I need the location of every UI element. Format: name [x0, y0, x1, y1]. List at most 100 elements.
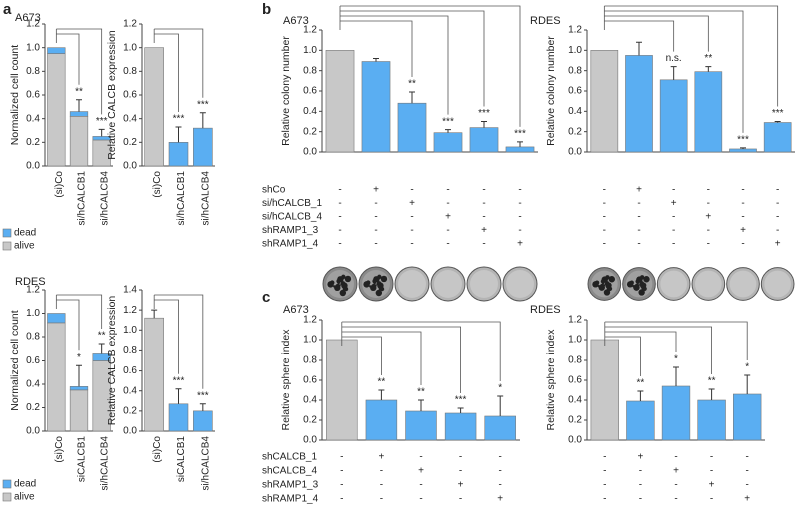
condition-mark: + — [671, 198, 677, 209]
significance-label: * — [77, 352, 81, 363]
colony-dish-inner — [660, 270, 688, 298]
bar-segment — [69, 389, 89, 432]
condition-mark: - — [637, 198, 640, 209]
colony — [598, 284, 605, 291]
y-tick-label: 1.0 — [123, 325, 137, 336]
condition-mark: + — [481, 225, 487, 236]
error-bar — [378, 389, 385, 400]
significance-bracket — [604, 5, 779, 107]
colony — [379, 286, 385, 292]
colony — [340, 281, 346, 286]
bar — [405, 410, 437, 441]
y-tick-label: 0.8 — [123, 66, 137, 77]
y-tick-label: 1.2 — [123, 19, 137, 30]
colony — [603, 289, 611, 296]
condition-mark: - — [338, 185, 341, 196]
condition-mark: - — [639, 480, 642, 491]
error-bar — [705, 66, 712, 72]
bar — [433, 132, 463, 153]
bar — [193, 127, 213, 167]
significance-bracket — [341, 331, 422, 385]
condition-mark: + — [636, 185, 642, 196]
condition-name: shRAMP1_4 — [262, 239, 319, 250]
significance-label: *** — [772, 108, 784, 119]
bar — [469, 127, 499, 153]
bar — [168, 142, 189, 167]
condition-mark: - — [672, 212, 675, 223]
y-tick-label: 0.6 — [26, 355, 40, 366]
condition-mark: - — [710, 452, 713, 463]
error-bar — [457, 407, 464, 413]
bar — [444, 412, 477, 441]
condition-mark: - — [603, 212, 606, 223]
y-tick-label: 0.0 — [26, 426, 40, 437]
condition-mark: - — [419, 452, 422, 463]
condition-mark: - — [741, 239, 744, 250]
error-bar — [151, 309, 158, 319]
y-tick-label: 1.0 — [568, 335, 582, 346]
error-bar — [373, 57, 379, 62]
significance-label: ** — [98, 331, 106, 342]
y-tick-label: 0.8 — [26, 332, 40, 343]
y-tick-label: 0.6 — [568, 86, 582, 97]
significance-bracket — [340, 10, 485, 107]
condition-mark: - — [603, 225, 606, 236]
y-axis-label: Relative CALCB expression — [106, 296, 118, 426]
bar-segment — [47, 53, 66, 167]
bar — [144, 317, 164, 432]
condition-mark: - — [603, 185, 606, 196]
x-tick-label: siCALCB1 — [176, 436, 187, 483]
y-axis-label: Normalized cell count — [9, 310, 21, 410]
condition-name: shCALCB_4 — [262, 466, 317, 477]
condition-mark: - — [710, 494, 713, 505]
colony — [373, 276, 377, 279]
x-tick-label: si/hCALCB4 — [99, 171, 110, 226]
condition-mark: - — [446, 239, 449, 250]
condition-mark: + — [418, 466, 424, 477]
condition-mark: - — [459, 494, 462, 505]
condition-mark: - — [639, 494, 642, 505]
condition-mark: - — [338, 239, 341, 250]
condition-mark: - — [482, 198, 485, 209]
bar-segment — [69, 116, 89, 167]
colony — [377, 274, 382, 280]
bar-segment — [69, 111, 89, 117]
significance-bracket — [604, 336, 641, 376]
condition-mark: - — [639, 466, 642, 477]
x-tick-label: si/hCALCB1 — [77, 171, 88, 226]
condition-mark: - — [746, 452, 749, 463]
bar-segment — [69, 386, 89, 391]
panel-label: b — [262, 1, 271, 18]
colony — [633, 284, 640, 291]
colony — [626, 281, 634, 288]
condition-mark: + — [775, 239, 781, 250]
colony-dish-inner — [470, 270, 498, 298]
condition-mark: - — [741, 185, 744, 196]
condition-mark: + — [445, 212, 451, 223]
condition-name: shRAMP1_3 — [262, 225, 319, 236]
y-tick-label: 0.2 — [568, 415, 582, 426]
y-tick-label: 0.6 — [26, 90, 40, 101]
significance-label: *** — [173, 375, 185, 386]
condition-mark: - — [674, 494, 677, 505]
y-axis-label: Relative CALCB expression — [106, 30, 118, 160]
condition-name: shCo — [262, 185, 286, 196]
error-bar — [409, 91, 415, 104]
error-bar — [199, 112, 206, 129]
condition-mark: + — [744, 494, 750, 505]
condition-mark: - — [603, 198, 606, 209]
bar — [144, 47, 164, 167]
error-bar — [744, 374, 751, 394]
y-tick-label: 0.4 — [303, 106, 317, 117]
y-tick-label: 1.0 — [123, 42, 137, 53]
y-tick-label: 0.8 — [303, 65, 317, 76]
colony — [635, 279, 640, 284]
significance-bracket — [154, 294, 204, 389]
error-bar — [76, 364, 82, 387]
condition-mark: - — [380, 494, 383, 505]
condition-mark: + — [517, 239, 523, 250]
y-tick-label: 0.4 — [26, 113, 40, 124]
y-axis-label: Normalized cell count — [9, 45, 21, 145]
condition-name: si/hCALCB_1 — [262, 198, 322, 209]
x-tick-label: (si)Co — [152, 171, 163, 198]
